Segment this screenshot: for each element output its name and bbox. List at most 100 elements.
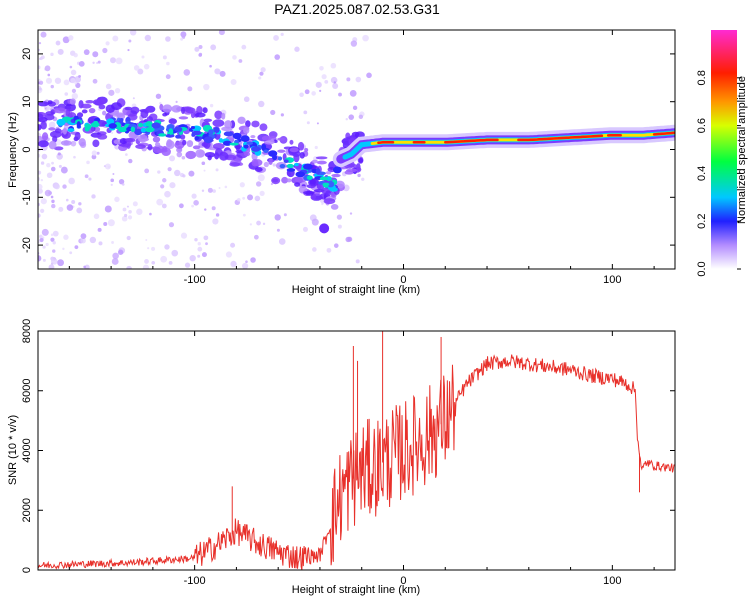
y-tick-label: 10 <box>21 96 33 108</box>
spectrum-noise-point <box>73 52 78 58</box>
spectrum-noise-point <box>321 74 327 80</box>
spectrum-noise-point <box>38 87 42 91</box>
spectrum-cluster-point <box>62 127 67 135</box>
spectrum-noise-point <box>156 198 164 206</box>
spectrum-noise-point <box>78 60 85 67</box>
spectrum-noise-point <box>162 178 167 183</box>
spectrum-noise-point <box>212 189 216 193</box>
spectrum-cluster-point <box>48 140 57 150</box>
figure-title: PAZ1.2025.087.02.53.G31 <box>274 1 440 17</box>
spectrum-noise-point <box>319 65 324 71</box>
spectrum-noise-point <box>230 260 237 266</box>
spectrum-noise-point <box>41 228 49 236</box>
spectrum-noise-point <box>270 182 273 186</box>
spectrum-noise-point <box>348 114 355 120</box>
spectrum-noise-point <box>232 55 237 60</box>
spectrum-noise-point <box>230 78 237 85</box>
spectrum-ridge-point <box>67 128 75 132</box>
spectrum-cluster-point <box>166 140 175 150</box>
spectrum-noise-point <box>76 207 83 214</box>
spectrum-noise-point <box>98 241 103 246</box>
spectrum-noise-point <box>39 234 43 239</box>
spectrum-noise-point <box>132 97 135 100</box>
spectrum-noise-point <box>97 60 101 64</box>
spectrum-cluster-point <box>299 152 305 159</box>
spectrum-noise-point <box>54 77 62 84</box>
spectrum-noise-point <box>312 247 317 252</box>
spectrum-noise-point <box>68 35 74 41</box>
spectrum-noise-point <box>127 215 133 220</box>
spectrum-noise-point <box>257 174 265 182</box>
spectrum-noise-point <box>93 213 100 220</box>
spectrum-ridge-point <box>208 129 214 135</box>
spectrum-noise-point <box>215 213 220 217</box>
spectrum-noise-point <box>198 52 203 56</box>
colorbar-tick-label: 0.4 <box>696 166 708 181</box>
spectrum-ridge-point <box>191 130 202 136</box>
spectrum-noise-point <box>64 92 69 96</box>
spectrum-noise-point <box>39 237 44 243</box>
spectrum-ridge-point <box>229 142 239 146</box>
spectrum-ridge-point <box>319 176 329 181</box>
spectrum-noise-point <box>180 31 187 38</box>
spectrum-cluster-point <box>186 140 194 148</box>
spectrum-ridge-point <box>251 146 261 152</box>
spectrum-noise-point <box>201 189 205 192</box>
spectrum-noise-point <box>345 118 348 121</box>
spectrum-ridge-point <box>119 117 124 122</box>
spectrum-ridge-point <box>117 126 128 133</box>
spectrum-noise-point <box>214 68 221 75</box>
spectrogram-x-axis: -100 0 100 <box>68 30 655 286</box>
colorbar-tick-label: 0.2 <box>696 214 708 229</box>
spectrum-noise-point <box>204 208 207 211</box>
spectrum-noise-point <box>66 204 74 211</box>
spectrum-noise-point <box>74 245 79 250</box>
spectrum-cluster-point <box>214 110 223 120</box>
spectrum-ridge-point <box>295 171 306 178</box>
spectrum-noise-point <box>111 241 114 244</box>
spectrum-noise-point <box>144 259 149 264</box>
spectrum-noise-point <box>50 166 56 172</box>
spectrum-noise-point <box>65 198 69 202</box>
spectrum-noise-point <box>175 100 178 103</box>
spectrum-ridge-point <box>315 168 321 175</box>
spectrum-noise-point <box>182 174 186 178</box>
spectrum-noise-point <box>151 260 156 265</box>
snr-y-label: SNR (10 * v/v) <box>7 415 19 485</box>
spectrum-noise-point <box>126 265 132 269</box>
spectrum-noise-point <box>71 199 76 204</box>
spectrum-noise-point <box>83 49 90 56</box>
spectrum-noise-point <box>127 48 130 52</box>
spectrum-cluster-point <box>174 141 185 149</box>
spectrum-cluster-point <box>111 102 123 111</box>
spectrum-noise-point <box>193 200 199 206</box>
spectrum-noise-point <box>57 48 64 55</box>
spectrum-noise-point <box>355 259 360 264</box>
spectrum-ridge-point <box>279 164 286 169</box>
spectrum-noise-point <box>336 214 342 220</box>
spectrum-noise-point <box>136 208 143 215</box>
snr-series-line <box>38 354 675 570</box>
spectrum-noise-point <box>38 183 43 191</box>
spectrum-noise-point <box>45 242 49 247</box>
spectrum-cluster-point <box>297 141 305 151</box>
spectrum-noise-point <box>46 107 49 111</box>
spectrum-noise-point <box>91 150 98 156</box>
spectrum-noise-point <box>324 79 329 84</box>
spectrum-noise-point <box>86 160 90 165</box>
spectrum-cluster-point <box>181 106 186 114</box>
spectrum-noise-point <box>112 252 119 260</box>
spectrum-ridge-point <box>261 143 267 151</box>
spectrum-ridge-point <box>106 118 115 125</box>
spectrum-noise-point <box>311 218 319 226</box>
spectrum-noise-point <box>280 32 284 36</box>
spectrum-noise-point <box>88 177 92 181</box>
spectrum-cluster-point <box>48 127 56 131</box>
spectrum-noise-point <box>180 37 184 41</box>
y-tick-label: 20 <box>21 48 33 60</box>
spectrum-noise-point <box>243 96 250 103</box>
spectrum-cluster-point <box>192 145 201 150</box>
spectrum-noise-point <box>103 165 106 168</box>
spectrum-noise-point <box>194 238 198 242</box>
spectrum-noise-point <box>62 36 70 44</box>
